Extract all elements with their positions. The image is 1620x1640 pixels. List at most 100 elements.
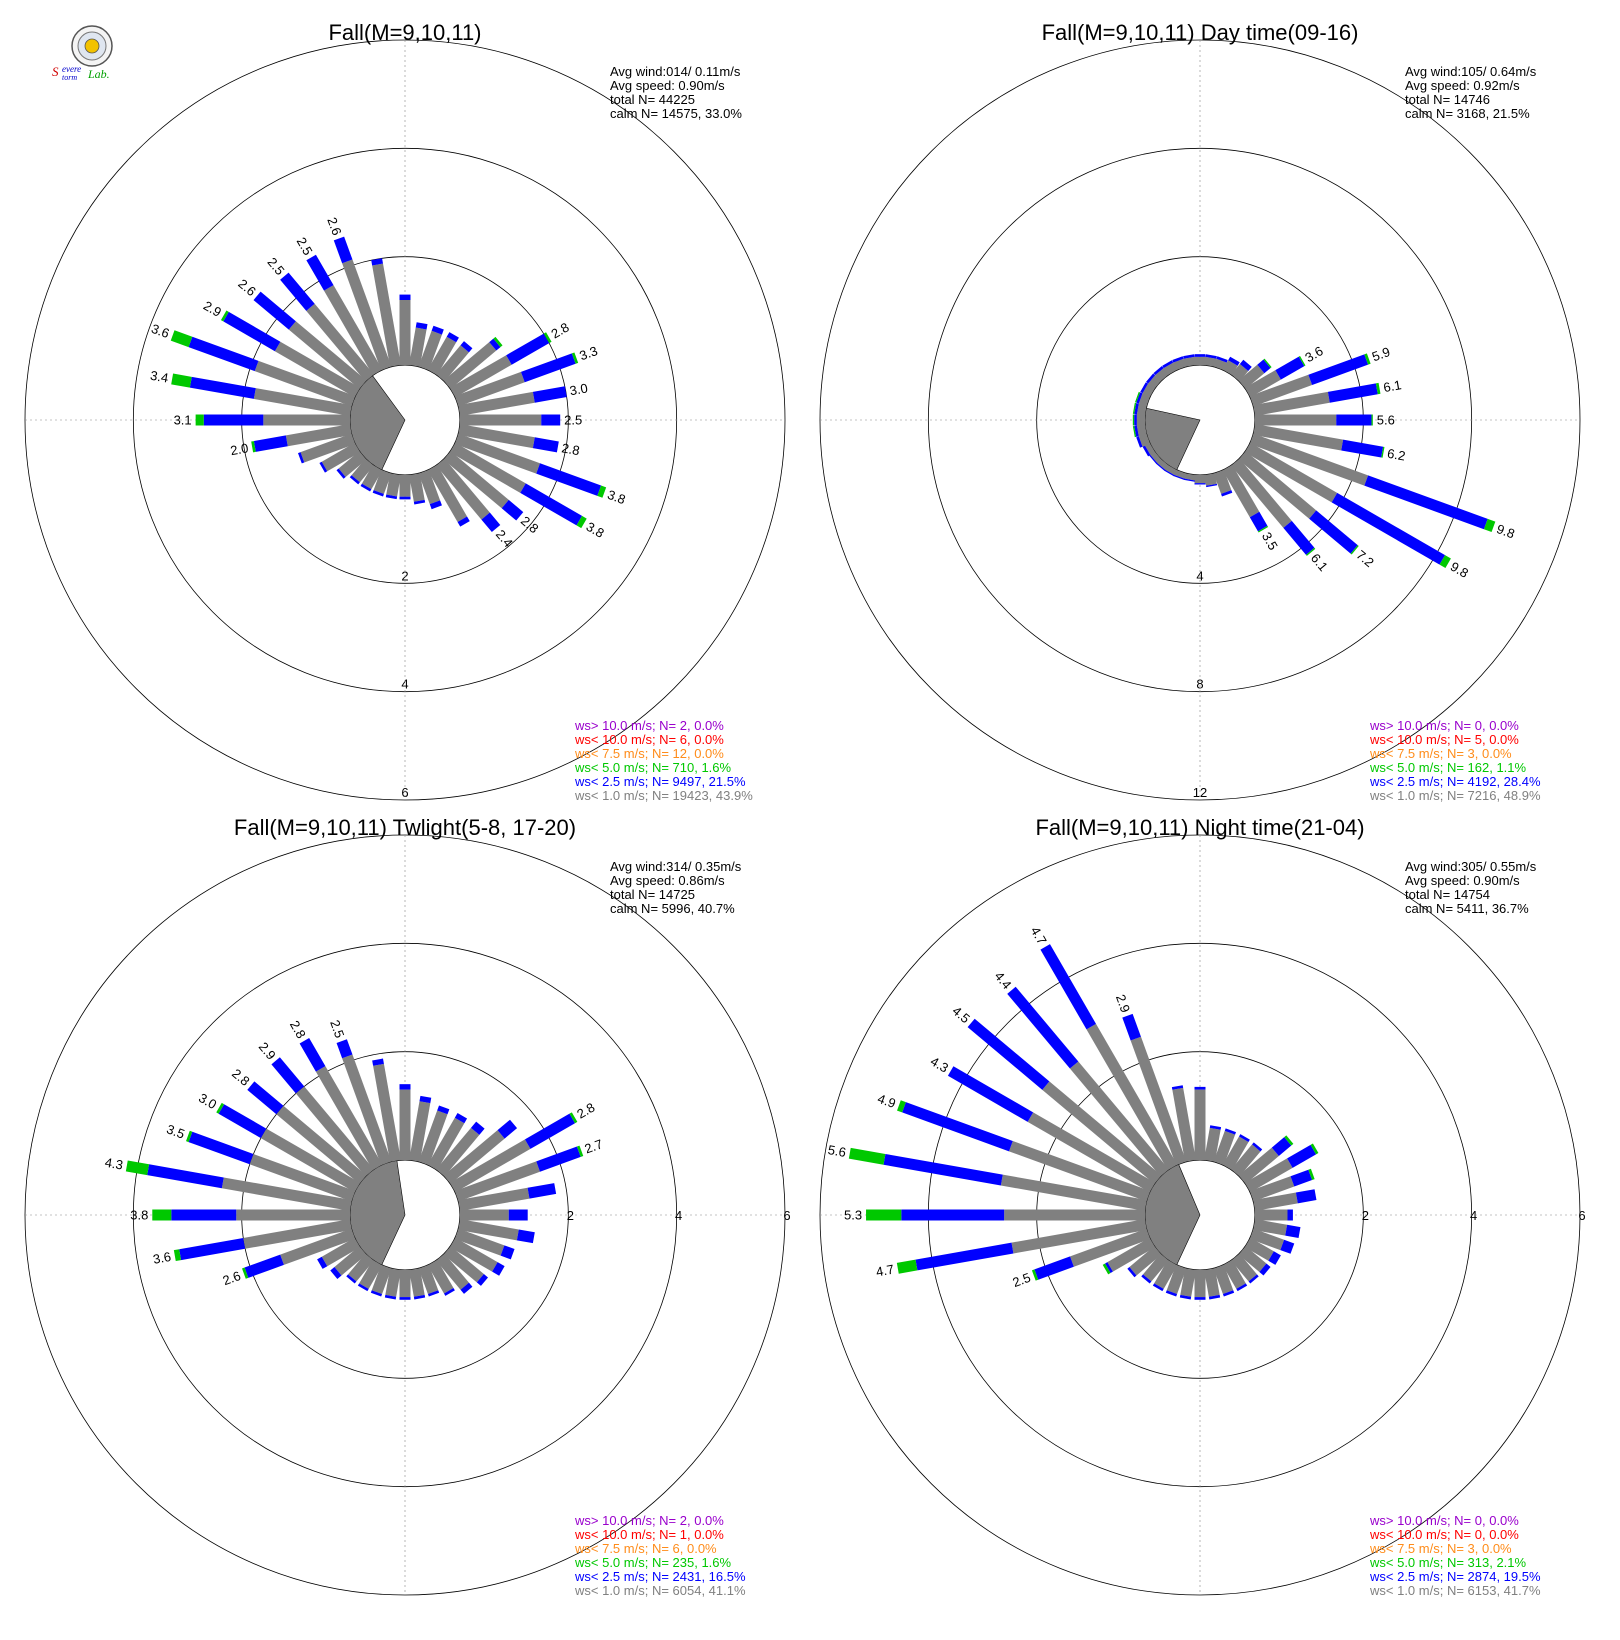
bar-segment-lt1 [1154,1259,1178,1289]
bar-value-label: 3.5 [1259,529,1281,552]
bar-segment-lt2_5 [1127,1267,1137,1278]
svg-text:torm: torm [62,73,77,82]
stat-calm: calm N= 3168, 21.5% [1405,106,1530,121]
direction-bar [371,258,401,367]
direction-bar [1249,433,1496,532]
direction-bar [449,442,587,529]
bar-segment-lt2_5 [317,1256,328,1269]
legend-entry: ws< 7.5 m/s; N= 3, 0.0% [1369,1541,1512,1556]
direction-bar [454,352,579,407]
bar-segment-lt2_5 [399,294,411,300]
direction-bar [370,1264,392,1297]
bar-segment-lt5 [152,1209,172,1221]
direction-bar [427,464,470,527]
bar-segment-lt2_5 [457,516,470,527]
bar-value-label: 2.8 [229,1066,252,1089]
legend-entry: ws< 5.0 m/s; N= 162, 1.1% [1369,760,1527,775]
direction-bar [1183,473,1196,482]
bar-segment-lt5 [1364,353,1371,365]
bar-segment-lt2_5 [171,1209,237,1221]
direction-bar [409,322,428,367]
bar-segment-lt2_5 [218,1104,267,1139]
bar-segment-lt1 [1150,451,1162,464]
bar-segment-lt2_5 [527,1183,557,1199]
ring-label: 2 [1362,1208,1369,1223]
wind-rose-fall-all: Fall(M=9,10,11)2462.62.52.52.62.93.63.43… [24,20,786,803]
bar-segment-lt5 [569,1112,578,1124]
svg-text:Lab.: Lab. [87,67,110,81]
bar-segment-lt1 [1213,358,1227,371]
legend-entry: ws< 2.5 m/s; N= 9497, 21.5% [574,774,746,789]
direction-bar [299,1037,383,1171]
direction-bar [1140,382,1156,398]
bar-segment-lt1 [288,321,367,389]
bar-segment-lt2_5 [203,414,264,426]
bar-segment-lt2_5 [470,1121,485,1135]
bar-segment-lt1 [1148,375,1162,389]
bar-value-label: 2.0 [229,440,249,458]
bar-segment-lt5 [125,1160,150,1176]
direction-bar [1132,414,1145,426]
stat-avg-speed: Avg speed: 0.90m/s [610,78,725,93]
bar-value-label: 2.8 [560,440,580,458]
bar-segment-lt1 [449,1139,531,1193]
bar-segment-lt2_5 [1183,478,1195,482]
bar-segment-lt2_5 [532,437,559,453]
bar-segment-lt1 [443,1246,484,1283]
direction-bar [1156,458,1169,471]
bar-value-label: 7.2 [1353,547,1376,570]
direction-bar [1122,1013,1187,1166]
direction-bar [436,1253,473,1294]
direction-bar [399,1270,411,1300]
stat-avg-wind: Avg wind:314/ 0.35m/s [610,859,742,874]
bar-segment-lt2_5 [1194,354,1206,357]
bar-value-label: 2.9 [1113,992,1133,1014]
bar-segment-lt1 [1255,414,1337,426]
bar-segment-lt2_5 [1171,1085,1184,1090]
direction-bar [1194,475,1206,485]
direction-bar [384,1268,401,1300]
bar-segment-lt5 [1031,1269,1039,1281]
bar-segment-lt2_5 [460,1282,473,1294]
direction-bar [460,414,561,426]
bar-segment-lt2_5 [330,1267,342,1279]
bar-value-label: 4.5 [949,1003,972,1026]
direction-bar [247,1081,367,1184]
bar-segment-lt1 [1204,473,1217,486]
stat-calm: calm N= 5996, 40.7% [610,901,735,916]
direction-bar [1249,1168,1315,1202]
bar-value-label: 2.6 [235,276,258,299]
direction-bar [449,1112,578,1193]
bar-segment-lt2_5 [1257,359,1271,374]
direction-bar [1141,1253,1169,1284]
direction-bar [1238,451,1359,555]
stat-avg-wind: Avg wind:105/ 0.64m/s [1405,64,1537,79]
bar-segment-lt2_5 [247,1081,284,1115]
bar-segment-lt5 [242,1267,249,1279]
bar-segment-lt2_5 [189,376,256,399]
bar-value-label: 3.8 [130,1208,148,1223]
direction-bar [1222,1134,1250,1171]
bar-segment-lt1 [1130,1036,1187,1166]
bar-segment-lt1 [1166,1264,1187,1295]
legend-entry: ws< 10.0 m/s; N= 0, 0.0% [1369,1527,1519,1542]
bar-segment-lt1 [1165,464,1178,476]
bar-segment-lt2_5 [1179,1294,1192,1300]
bar-segment-lt2_5 [460,341,473,353]
bar-segment-lt2_5 [1142,445,1151,457]
bar-segment-lt1 [1194,1089,1206,1160]
bar-segment-lt1 [1222,464,1260,518]
bar-value-label: 2.5 [264,255,287,278]
bar-segment-lt2_5 [1364,475,1488,530]
bar-segment-lt2_5 [1280,1239,1295,1254]
bar-segment-lt1 [454,1228,505,1256]
bar-segment-lt1 [385,1268,401,1297]
bar-segment-lt2_5 [541,414,561,426]
bar-segment-lt1 [372,263,401,367]
legend-entry: ws> 10.0 m/s; N= 2, 0.0% [574,1513,724,1528]
bar-segment-lt5 [216,1102,225,1114]
direction-bar [427,1259,455,1296]
ring-label: 6 [1578,1208,1585,1223]
direction-bar [399,475,411,500]
direction-bar [443,451,524,521]
